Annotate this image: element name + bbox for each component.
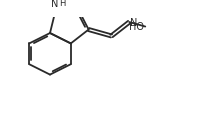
Text: HO: HO <box>129 22 144 32</box>
Text: N: N <box>51 0 59 9</box>
Text: N: N <box>130 18 138 28</box>
Text: H: H <box>60 0 66 8</box>
